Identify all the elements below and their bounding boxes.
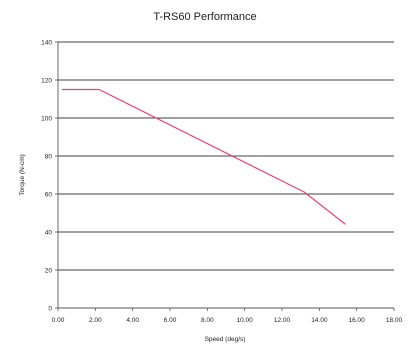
x-tick-label: 18.00 bbox=[386, 317, 403, 324]
y-tick-label: 120 bbox=[41, 77, 52, 84]
y-axis-label: Torque (N-cm) bbox=[19, 154, 26, 196]
x-tick-label: 8.00 bbox=[201, 317, 214, 324]
y-tick-label: 140 bbox=[41, 39, 52, 46]
y-tick-label: 0 bbox=[48, 305, 52, 312]
x-axis-label: Speed (deg/s) bbox=[205, 336, 246, 343]
y-tick-label: 20 bbox=[45, 267, 53, 274]
x-tick-label: 10.00 bbox=[237, 317, 254, 324]
x-tick-label: 16.00 bbox=[349, 317, 366, 324]
series-layer bbox=[61, 88, 346, 225]
x-tick-label: 0.00 bbox=[52, 317, 65, 324]
y-tick-label: 40 bbox=[45, 229, 53, 236]
series-line-0 bbox=[61, 88, 346, 225]
axes bbox=[55, 41, 395, 311]
x-tick-label: 12.00 bbox=[274, 317, 291, 324]
y-tick-label: 100 bbox=[41, 115, 52, 122]
y-tick-label: 60 bbox=[45, 191, 53, 198]
gridlines bbox=[58, 41, 394, 271]
x-tick-label: 14.00 bbox=[311, 317, 328, 324]
x-tick-label: 6.00 bbox=[164, 317, 177, 324]
x-tick-label: 2.00 bbox=[89, 317, 102, 324]
tick-labels: 0 20 40 60 80 100 120 140 0.00 2.00 4.00 6.00 8.00 10… bbox=[41, 39, 402, 324]
chart-title: T-RS60 Performance bbox=[153, 11, 256, 23]
y-tick-label: 80 bbox=[45, 153, 53, 160]
x-tick-label: 4.00 bbox=[126, 317, 139, 324]
